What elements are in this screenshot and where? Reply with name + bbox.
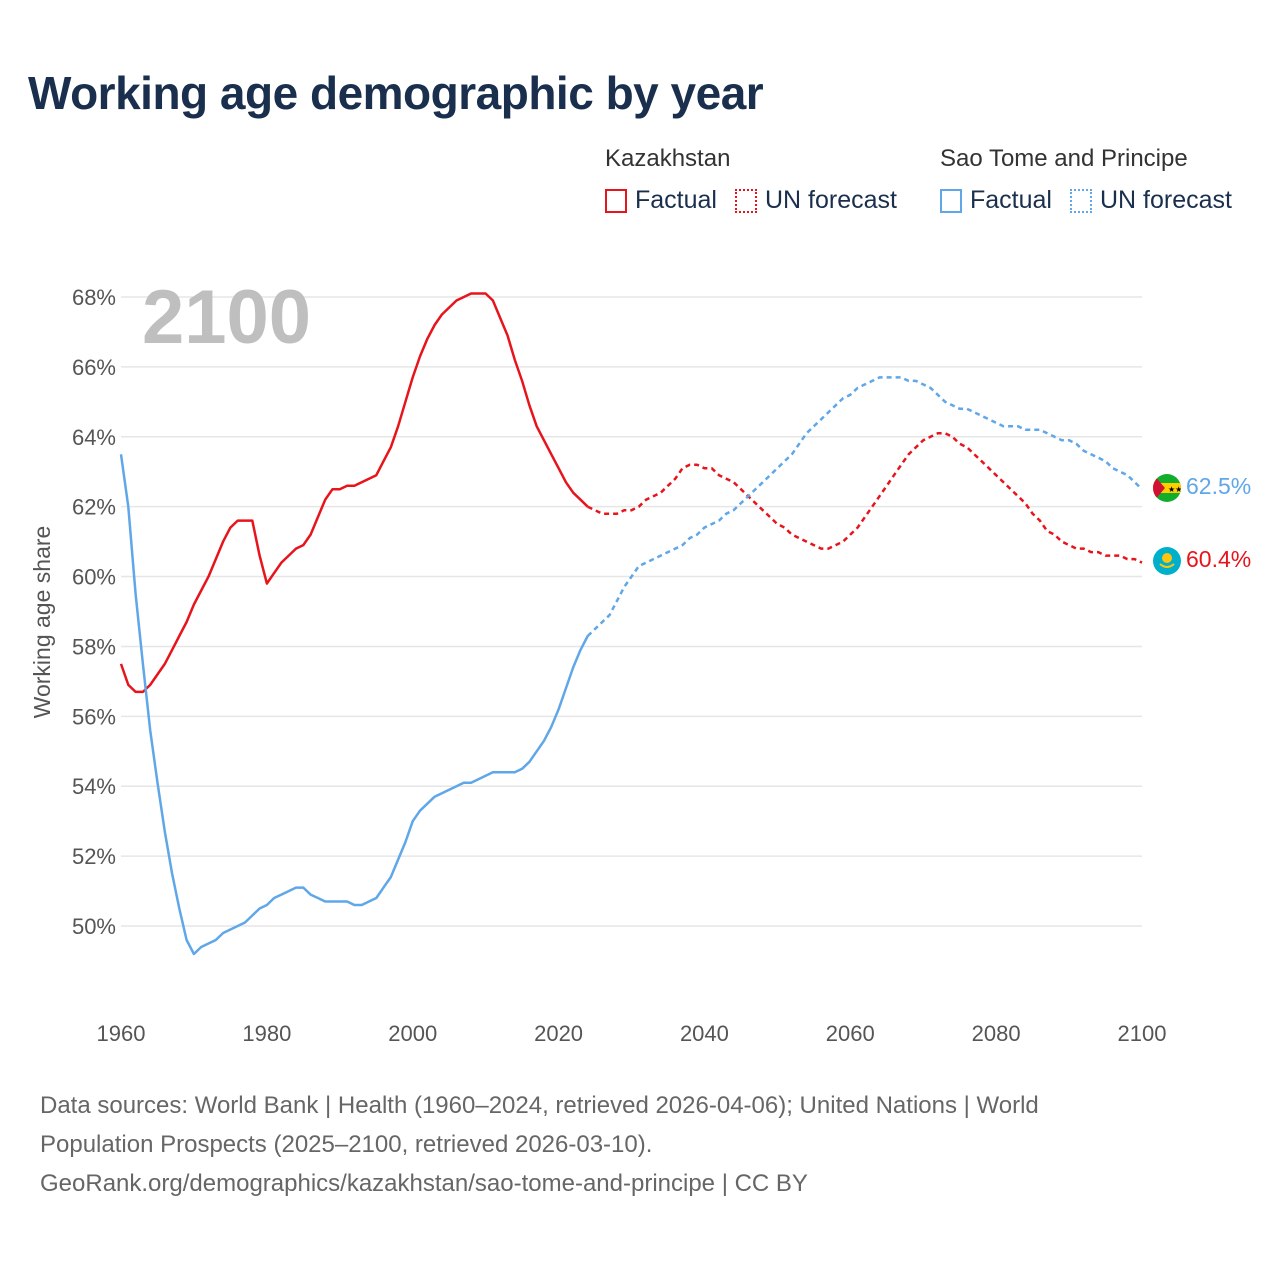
- y-tick-label: 54%: [72, 774, 116, 799]
- x-tick-label: 2000: [388, 1021, 437, 1046]
- x-tick-label: 2060: [826, 1021, 875, 1046]
- legend-sao-tome: Factual UN forecast: [940, 186, 1250, 215]
- legend-swatch-dotted: [1069, 188, 1092, 213]
- y-tick-label: 58%: [72, 634, 116, 659]
- legend-swatch-solid: [605, 188, 627, 213]
- footer-sources-line2: Population Prospects (2025–2100, retriev…: [40, 1131, 653, 1158]
- legend-label: UN forecast: [1099, 186, 1232, 214]
- end-markers: ★★: [1153, 474, 1182, 575]
- legend-kazakhstan-factual[interactable]: Factual: [605, 186, 717, 215]
- series-line-factual-kazakhstan[interactable]: [119, 292, 589, 694]
- legend-kazakhstan-heading: Kazakhstan: [605, 145, 731, 172]
- line-chart: 50% 52% 54% 56% 58% 60% 62% 64% 66% 68% 1960 1980 2…: [29, 275, 1251, 1046]
- series-lines: [119, 292, 1143, 956]
- y-tick-label: 56%: [72, 704, 116, 729]
- footer-link[interactable]: GeoRank.org/demographics/kazakhstan/sao-…: [40, 1170, 808, 1197]
- legend-label: UN forecast: [764, 186, 897, 214]
- y-tick-label: 62%: [72, 495, 116, 520]
- sao-tome-flag-icon: ★★: [1153, 474, 1182, 502]
- x-axis-ticks: 1960 1980 2000 2020 2040 2060 2080 2100: [97, 1021, 1167, 1046]
- legend-swatch-dotted: [734, 188, 757, 213]
- y-tick-label: 52%: [72, 844, 116, 869]
- y-tick-label: 68%: [72, 285, 116, 310]
- y-axis-ticks: 50% 52% 54% 56% 58% 60% 62% 64% 66% 68%: [72, 285, 116, 939]
- y-tick-label: 66%: [72, 355, 116, 380]
- legend-label: Factual: [635, 186, 717, 214]
- legend-kazakhstan: Factual UN forecast: [605, 186, 915, 215]
- x-tick-label: 2100: [1118, 1021, 1167, 1046]
- x-tick-label: 2040: [680, 1021, 729, 1046]
- y-tick-label: 60%: [72, 565, 116, 590]
- legend-swatch-solid: [940, 188, 962, 213]
- x-tick-label: 2080: [972, 1021, 1021, 1046]
- footer-sources-line1: Data sources: World Bank | Health (1960–…: [40, 1092, 1039, 1119]
- y-axis-label: Working age share: [29, 526, 55, 719]
- series-line-forecast-kazakhstan[interactable]: [587, 432, 1143, 564]
- y-tick-label: 64%: [72, 425, 116, 450]
- x-tick-label: 1960: [97, 1021, 146, 1046]
- x-tick-label: 2020: [534, 1021, 583, 1046]
- year-watermark: 2100: [142, 275, 311, 360]
- x-tick-label: 1980: [242, 1021, 291, 1046]
- end-value-sao-tome: 62.5%: [1186, 473, 1251, 499]
- kazakhstan-flag-icon: [1153, 547, 1181, 575]
- legend-kazakhstan-forecast[interactable]: UN forecast: [734, 186, 897, 215]
- svg-text:★★: ★★: [1168, 485, 1182, 494]
- end-value-kazakhstan: 60.4%: [1186, 546, 1251, 572]
- legend-sao-tome-forecast[interactable]: UN forecast: [1069, 186, 1232, 215]
- legend-label: Factual: [970, 186, 1052, 214]
- legend-sao-tome-heading: Sao Tome and Principe: [940, 145, 1188, 172]
- legend-sao-tome-factual[interactable]: Factual: [940, 186, 1052, 215]
- chart-title: Working age demographic by year: [28, 67, 764, 119]
- y-tick-label: 50%: [72, 914, 116, 939]
- gridlines: [121, 296, 1142, 927]
- series-line-factual-sao-tome-and-principe[interactable]: [119, 454, 589, 956]
- series-line-forecast-sao-tome-and-principe[interactable]: [586, 376, 1143, 637]
- footer: Data sources: World Bank | Health (1960–…: [40, 1086, 1240, 1203]
